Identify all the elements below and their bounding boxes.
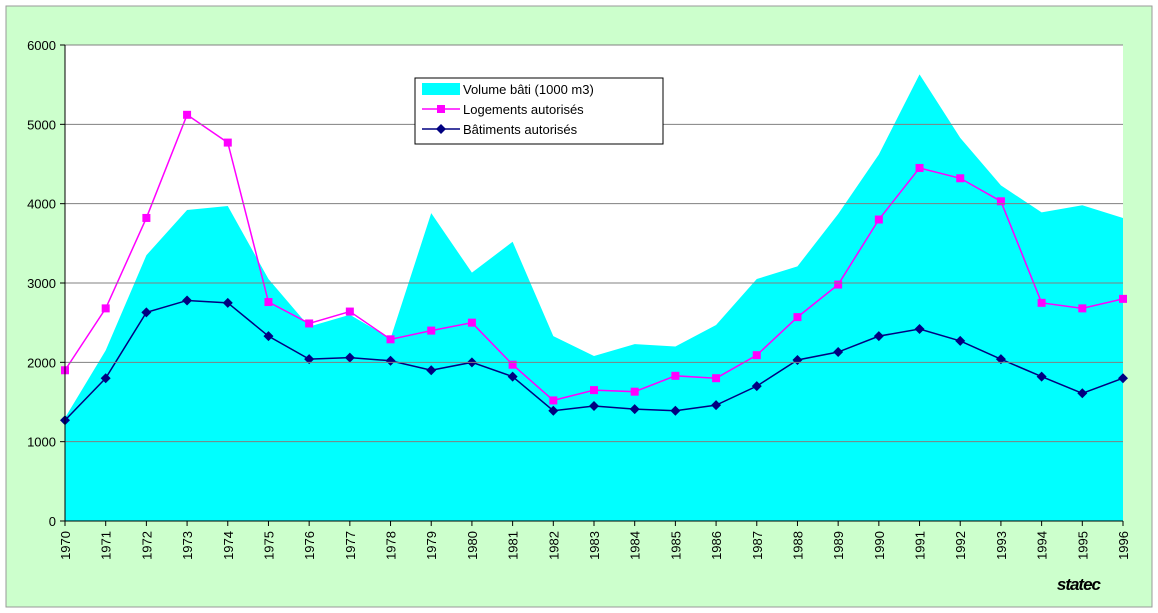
legend-marker (437, 105, 445, 113)
y-tick-label: 6000 (27, 38, 56, 53)
marker (630, 387, 639, 396)
y-tick-label: 4000 (27, 197, 56, 212)
marker (141, 307, 152, 318)
legend-swatch (422, 83, 460, 95)
marker (101, 304, 110, 313)
marker (549, 396, 558, 405)
marker (548, 405, 559, 416)
x-tick-label: 1970 (58, 531, 73, 560)
x-tick-label: 1991 (913, 531, 928, 560)
marker (142, 213, 151, 222)
area (65, 74, 1123, 521)
x-tick-label: 1987 (750, 531, 765, 560)
marker (344, 352, 355, 363)
x-tick-label: 1986 (709, 531, 724, 560)
x-tick-label: 1990 (872, 531, 887, 560)
data (60, 74, 1128, 521)
x-tick-label: 1985 (668, 531, 683, 560)
x-tick-label: 1974 (221, 531, 236, 560)
x-tick-label: 1980 (465, 531, 480, 560)
x-tick-label: 1975 (261, 531, 276, 560)
x-tick-label: 1978 (384, 531, 399, 560)
x-tick-label: 1993 (994, 531, 1009, 560)
x-tick-label: 1995 (1075, 531, 1090, 560)
marker (670, 405, 681, 416)
marker (712, 374, 721, 383)
marker (304, 354, 315, 365)
marker (873, 331, 884, 342)
marker (263, 331, 274, 342)
marker (671, 371, 680, 380)
marker (386, 335, 395, 344)
marker (264, 298, 273, 307)
marker (589, 400, 599, 411)
marker (305, 319, 314, 328)
marker (955, 335, 966, 346)
marker (590, 386, 598, 395)
marker (223, 138, 232, 147)
marker (834, 280, 843, 289)
legend: Volume bâti (1000 m3) Logements autorisés… (414, 77, 664, 145)
x-tick-label: 1982 (546, 531, 561, 560)
marker (182, 295, 193, 306)
marker (1036, 371, 1047, 382)
marker (629, 404, 640, 415)
marker (222, 297, 233, 308)
legend-marker (436, 124, 446, 134)
marker (345, 307, 354, 316)
marker (793, 313, 802, 322)
marker (751, 381, 762, 392)
axes: 0 1000 2000 3000 4000 5000 6000 1970 1971 1972 197… (27, 38, 1131, 560)
marker (711, 400, 722, 411)
marker (183, 110, 192, 119)
legend-label: Volume bâti (1000 m3) (463, 82, 594, 97)
legend-label: Logements autorisés (463, 102, 584, 117)
x-tick-label: 1981 (506, 531, 521, 560)
x-tick-label: 1994 (1035, 531, 1050, 560)
marker (427, 326, 436, 335)
marker (1037, 298, 1046, 307)
marker (956, 174, 965, 183)
marker (914, 324, 925, 335)
marker (752, 351, 761, 360)
x-tick-label: 1989 (831, 531, 846, 560)
x-tick-label: 1988 (790, 531, 805, 560)
marker (874, 215, 883, 224)
x-tick-label: 1996 (1116, 531, 1131, 560)
marker (1118, 373, 1128, 384)
marker (467, 318, 476, 327)
y-tick-label: 5000 (27, 117, 56, 132)
x-tick-label: 1977 (343, 531, 358, 560)
marker (995, 354, 1006, 365)
marker (996, 197, 1005, 206)
x-tick-label: 1972 (139, 531, 154, 560)
x-tick-label: 1984 (628, 531, 643, 560)
legend-label: Bâtiments autorisés (463, 122, 578, 137)
marker (507, 371, 518, 382)
y-tick-label: 0 (49, 514, 56, 529)
x-tick-label: 1992 (953, 531, 968, 560)
y-tick-label: 2000 (27, 355, 56, 370)
x-tick-label: 1976 (302, 531, 317, 560)
x-tick-label: 1983 (587, 531, 602, 560)
marker (833, 347, 844, 358)
y-tick-label: 1000 (27, 435, 56, 450)
watermark: statec (1057, 575, 1102, 594)
x-tick-label: 1971 (99, 531, 114, 560)
marker (385, 355, 396, 366)
marker (508, 360, 517, 369)
marker (915, 163, 924, 172)
marker (100, 373, 111, 384)
marker (426, 365, 437, 376)
marker (1119, 294, 1127, 303)
y-tick-label: 3000 (27, 276, 56, 291)
marker (1077, 388, 1088, 399)
x-tick-label: 1979 (424, 531, 439, 560)
x-tick-label: 1973 (180, 531, 195, 560)
marker (1078, 304, 1087, 313)
